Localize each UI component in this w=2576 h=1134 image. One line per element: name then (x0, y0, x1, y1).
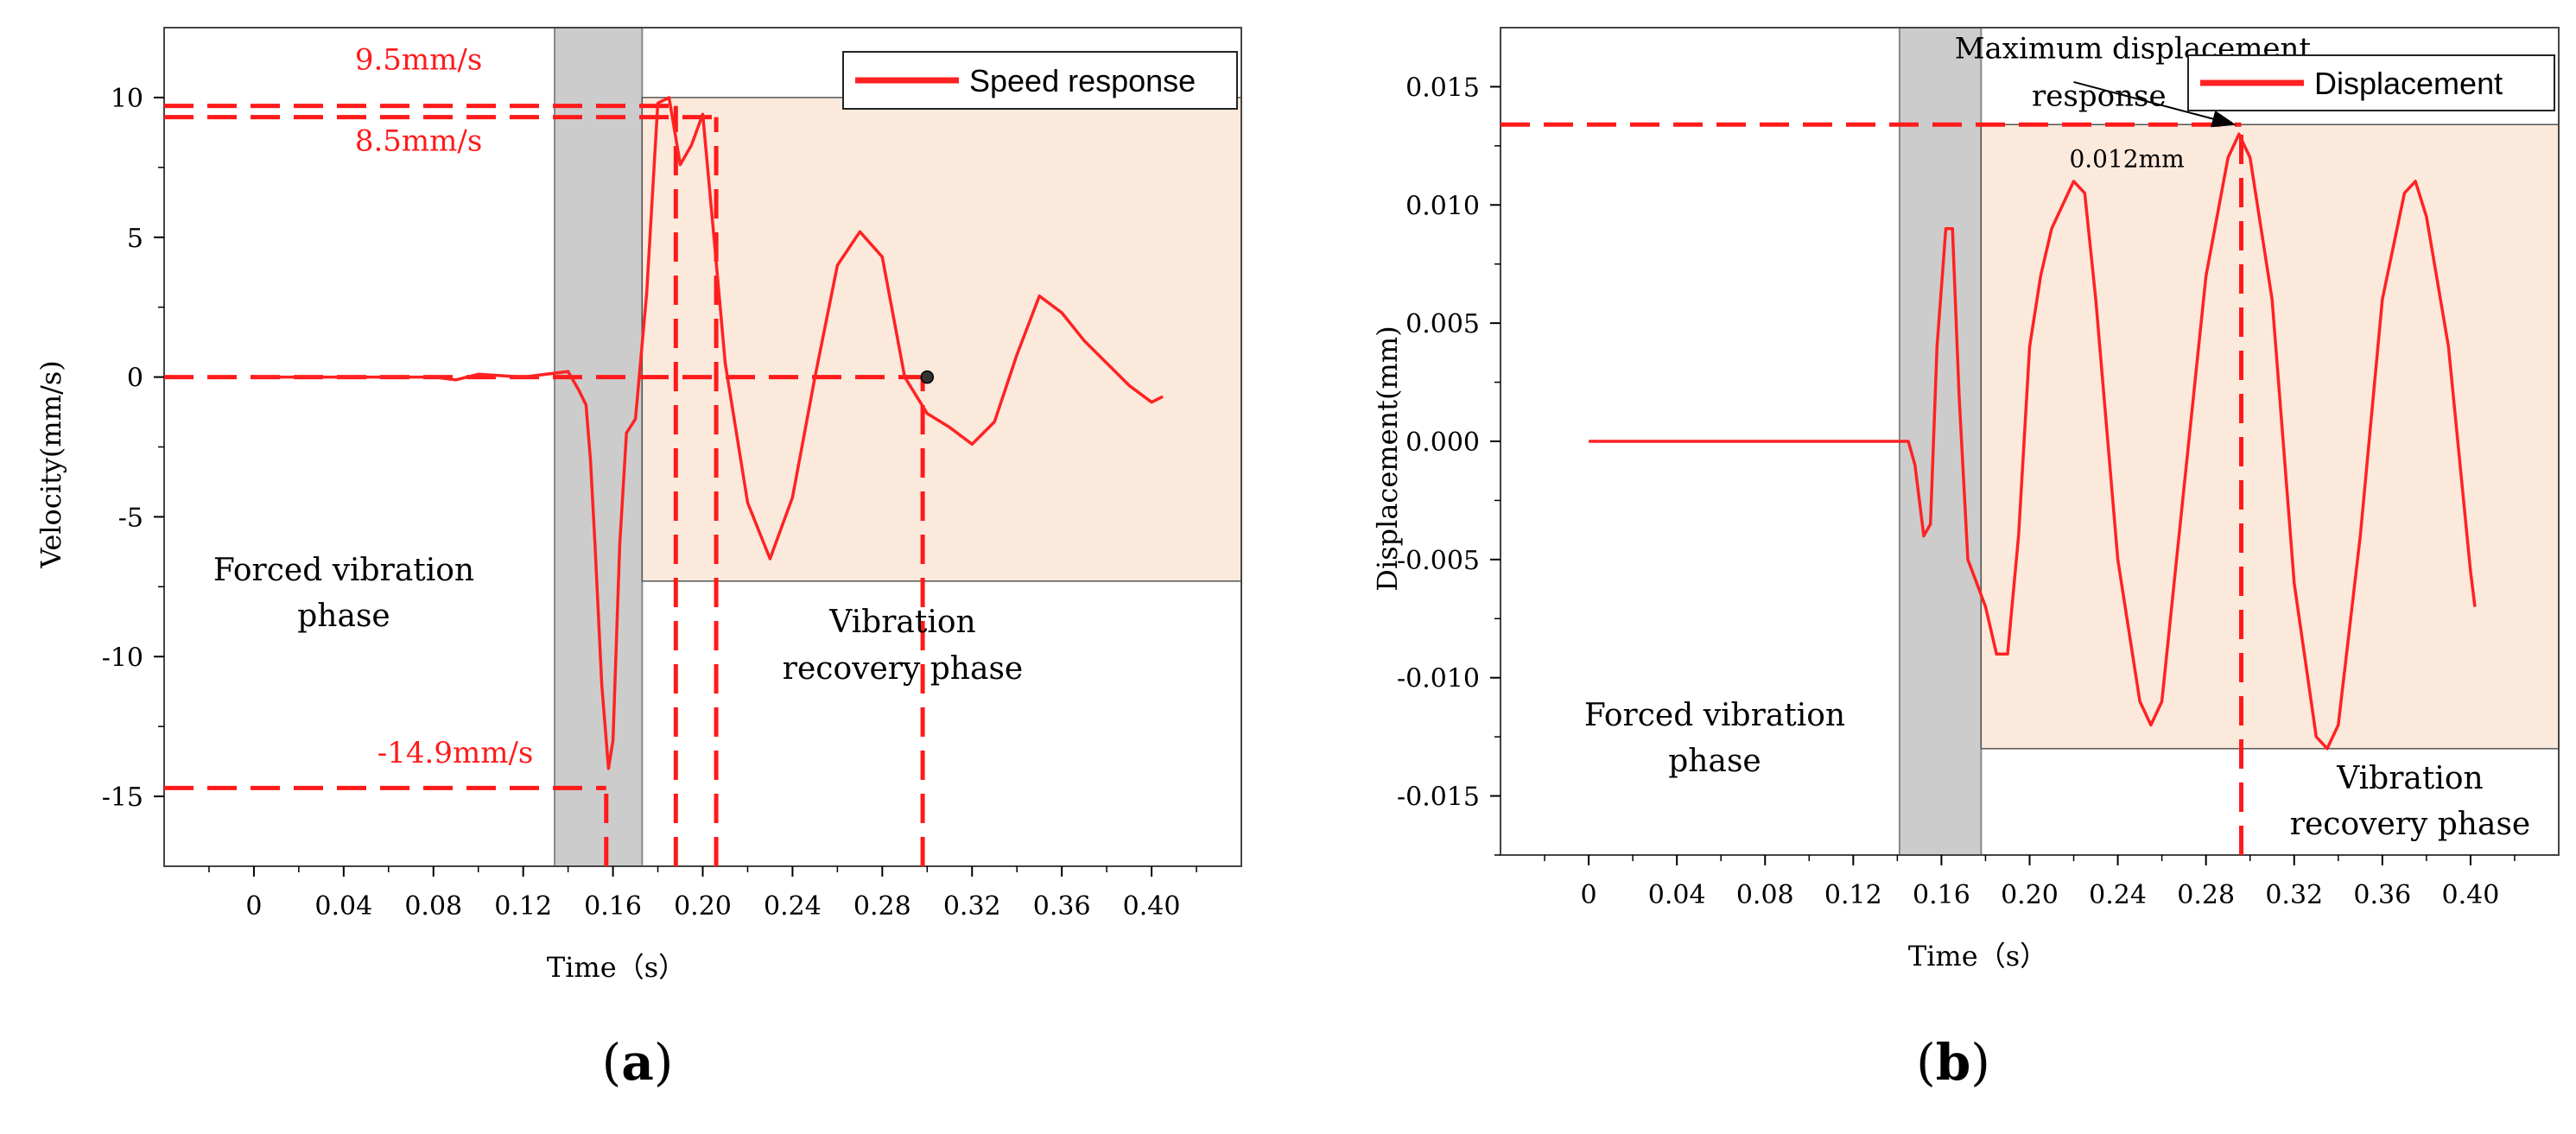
panel-a-x-tick-label: 0.04 (314, 891, 372, 922)
panel-a-forced-phase-label-line1: Forced vibration (213, 553, 474, 588)
panel-a-x-axis-title: Time（s） (547, 951, 686, 984)
panel-a-recovery-phase-region (641, 97, 1242, 582)
panel-b-y-tick-label: -0.005 (1397, 546, 1480, 576)
panel-b-y-tick-label: 0.005 (1405, 309, 1480, 339)
panel-b-x-tick-label: 0.20 (2001, 880, 2059, 910)
panel-b-x-tick-label: 0.04 (1648, 880, 1706, 910)
panel-a-y-tick-label: 10 (111, 84, 143, 114)
panel-b-annotation-max-value-label: 0.012mm (2069, 144, 2184, 173)
panel-b-x-tick-label: 0.16 (1913, 880, 1970, 910)
panel-b-x-tick-label: 0 (1581, 880, 1597, 910)
panel-a-annotation-second-peak-label: 8.5mm/s (355, 124, 482, 158)
panel-a-y-tick-label: 0 (127, 364, 143, 394)
panel-b-y-tick-label: -0.015 (1397, 782, 1480, 813)
panel-b-x-tick-label: 0.08 (1736, 880, 1794, 910)
panel-a-x-tick-label: 0.32 (943, 891, 1001, 922)
chart-panel-a: 0 0.04 0.08 0.12 0.16 0.20 0.24 0.28 0.32 0.36 0.4… (35, 27, 1242, 1092)
panel-a-x-tick-label: 0.16 (584, 891, 642, 922)
panel-b-x-tick-label: 0.28 (2177, 880, 2235, 910)
panel-a-x-tick-label: 0.12 (494, 891, 552, 922)
panel-a-series-line (253, 96, 1164, 770)
panel-b-y-tick-label: 0.000 (1405, 428, 1480, 458)
panel-b-forced-phase-label-line1: Forced vibration (1584, 698, 1845, 733)
panel-b-forced-phase-label-line2: phase (1668, 744, 1761, 779)
panel-a-y-axis-title: Velocity(mm/s) (35, 360, 67, 569)
panel-b-series-line (1589, 132, 2477, 751)
panel-b-y-axis-title: Displacement(mm) (1371, 326, 1404, 591)
panel-a-x-tick-label: 0.08 (404, 891, 462, 922)
panel-b-panel-label: (b) (1916, 1033, 1990, 1092)
panel-a-forced-phase-region (554, 27, 644, 867)
panel-a-data-marker (920, 370, 935, 384)
panel-b-x-tick-label: 0.32 (2265, 880, 2323, 910)
panel-a-x-tick-label: 0.20 (674, 891, 732, 922)
panel-a-y-tick-label: 5 (127, 224, 143, 254)
chart-panel-b: 0 0.04 0.08 0.12 0.16 0.20 0.24 0.28 0.32 0.36 0.4… (1371, 27, 2560, 1092)
panel-b-x-axis-title: Time（s） (1908, 940, 2047, 972)
panel-b-legend-label: Displacement (2314, 66, 2503, 101)
panel-b-x-tick-label: 0.36 (2353, 880, 2411, 910)
panel-b-recovery-phase-region (1980, 124, 2560, 750)
panel-a-y-tick-label: -15 (102, 782, 143, 813)
panel-a-recovery-phase-label-line2: recovery phase (783, 651, 1023, 687)
panel-a-legend-label: Speed response (969, 63, 1196, 98)
panel-b-y-tick-label: 0.010 (1405, 191, 1480, 221)
panel-b-recovery-phase-label-line2: recovery phase (2290, 807, 2530, 842)
panel-b-x-tick-label: 0.40 (2442, 880, 2500, 910)
panel-a-y-tick-label: -5 (118, 503, 143, 533)
panel-b-forced-phase-region (1898, 27, 1983, 856)
panel-a-panel-label: (a) (602, 1033, 674, 1092)
panel-b-recovery-phase-label-line1: Vibration (2336, 761, 2483, 796)
panel-a-x-tick-label: 0.40 (1123, 891, 1181, 922)
panel-a-x-tick-label: 0 (245, 891, 262, 922)
panel-b-y-tick-label: -0.010 (1397, 664, 1480, 694)
panel-a-y-tick-label: -10 (102, 643, 143, 673)
panel-a-annotation-min-label: -14.9mm/s (378, 736, 534, 770)
panel-a-forced-phase-label-line2: phase (297, 599, 390, 634)
panel-a-x-tick-label: 0.36 (1033, 891, 1091, 922)
panel-b-x-tick-label: 0.24 (2089, 880, 2147, 910)
panel-b-annotation-arrow (2073, 80, 2237, 128)
panel-b-y-tick-label: 0.015 (1405, 73, 1480, 103)
panel-b-x-tick-label: 0.12 (1824, 880, 1882, 910)
panel-a-x-tick-label: 0.24 (764, 891, 822, 922)
panel-b-annotation-max-label-line2: response (2032, 79, 2167, 113)
panel-a-recovery-phase-label-line1: Vibration (828, 605, 975, 640)
panel-a-annotation-peak-label: 9.5mm/s (355, 43, 482, 78)
panel-a-x-tick-label: 0.28 (853, 891, 911, 922)
